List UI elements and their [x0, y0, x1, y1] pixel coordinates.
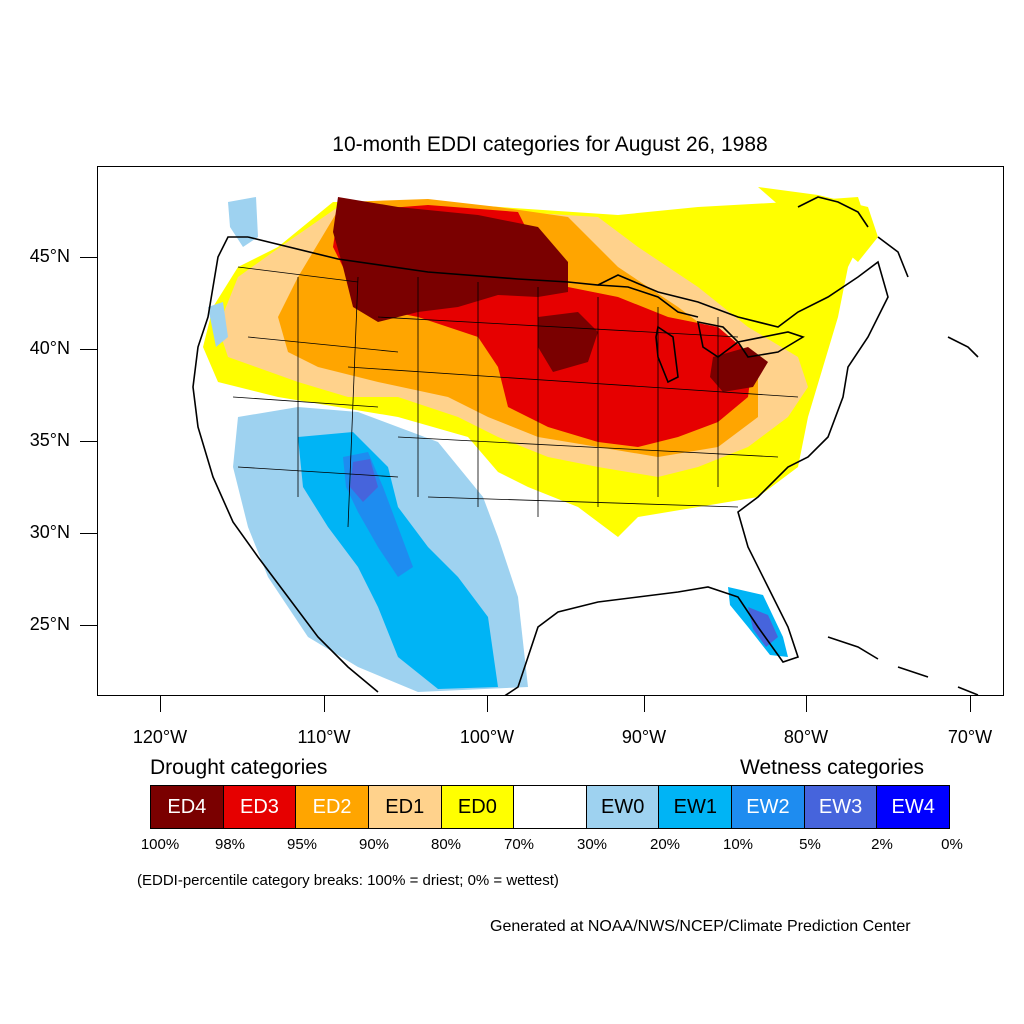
legend-cell-ed2: ED2 — [296, 786, 369, 828]
legend-label-ew1: EW1 — [673, 795, 717, 818]
lon-label-120: 120°W — [132, 727, 188, 747]
pct-label-20: 20% — [649, 836, 681, 853]
map-plot-area — [97, 166, 1004, 696]
lat-tick-30 — [80, 533, 97, 534]
lon-tick-120 — [160, 696, 161, 712]
ed4-patch-great-lakes — [710, 347, 768, 392]
credit-line: Generated at NOAA/NWS/NCEP/Climate Predi… — [490, 918, 911, 935]
lon-label-90: 90°W — [621, 727, 667, 747]
lon-label-110: 110°W — [297, 727, 351, 747]
pct-label-0: 0% — [941, 836, 963, 853]
legend-label-ew4: EW4 — [891, 795, 935, 818]
legend-label-ew0: EW0 — [600, 795, 645, 818]
canada-coast — [797, 196, 979, 358]
lon-tick-100 — [487, 696, 488, 712]
pct-label-70: 70% — [503, 836, 535, 853]
lat-label-25: 25°N — [29, 614, 70, 634]
pct-label-100: 100% — [140, 836, 180, 853]
legend-cell-neutral — [514, 786, 587, 828]
ew0-region-ca-coast — [208, 302, 228, 347]
legend-cell-ew2: EW2 — [732, 786, 805, 828]
lon-label-70: 70°W — [947, 727, 993, 747]
lon-tick-80 — [806, 696, 807, 712]
legend-label-ed0: ED0 — [457, 795, 497, 818]
legend-label-ed2: ED2 — [312, 795, 352, 818]
conus-outline — [192, 236, 889, 695]
ew0-region-pacific-nw — [228, 197, 258, 247]
legend-cell-ew1: EW1 — [659, 786, 733, 828]
ed0-region-canada-east — [758, 187, 878, 262]
lat-label-30: 30°N — [29, 522, 70, 542]
category-legend: ED4 ED3 ED2 ED1 ED0 EW0 EW1 EW2 EW3 EW4 — [150, 785, 950, 829]
eddi-map — [192, 187, 979, 695]
drought-heading: Drought categories — [150, 756, 328, 779]
ew3-region-southwest — [350, 459, 378, 502]
legend-label-ed1: ED1 — [385, 795, 425, 818]
legend-label-ew3: EW3 — [818, 795, 863, 818]
pct-label-2: 2% — [871, 836, 893, 853]
pct-label-5: 5% — [799, 836, 821, 853]
lat-tick-40 — [80, 349, 97, 350]
lon-label-80: 80°W — [783, 727, 829, 747]
boundaries — [192, 196, 979, 695]
state-lines — [232, 266, 799, 528]
ew3-region-florida — [748, 607, 778, 647]
legend-cell-ed4: ED4 — [151, 786, 224, 828]
ed4-region — [333, 197, 568, 322]
pct-label-10: 10% — [722, 836, 754, 853]
lat-label-40: 40°N — [29, 338, 70, 358]
legend-cell-ed1: ED1 — [368, 786, 442, 828]
lat-label-35: 35°N — [29, 430, 70, 450]
pct-label-80: 80% — [430, 836, 462, 853]
legend-label-ed4: ED4 — [167, 795, 207, 818]
category-fields — [193, 187, 898, 695]
lon-tick-110 — [324, 696, 325, 712]
caribbean-coast — [827, 636, 979, 695]
legend-cell-ew4: EW4 — [877, 786, 950, 828]
legend-cell-ed3: ED3 — [223, 786, 297, 828]
lon-label-100: 100°W — [459, 727, 515, 747]
pct-label-98: 98% — [214, 836, 246, 853]
pct-label-30: 30% — [576, 836, 608, 853]
legend-cell-ed0: ED0 — [441, 786, 515, 828]
legend-label-ew2: EW2 — [746, 795, 790, 818]
legend-label-ed3: ED3 — [240, 795, 279, 818]
lat-tick-25 — [80, 625, 97, 626]
legend-cell-ew3: EW3 — [804, 786, 878, 828]
lon-tick-70 — [970, 696, 971, 712]
lon-tick-90 — [644, 696, 645, 712]
pct-label-90: 90% — [358, 836, 390, 853]
wetness-heading: Wetness categories — [740, 756, 925, 779]
map-title: 10-month EDDI categories for August 26, … — [332, 133, 768, 156]
legend-cell-ew0: EW0 — [586, 786, 660, 828]
great-lakes — [597, 284, 805, 384]
category-note: (EDDI-percentile category breaks: 100% =… — [137, 872, 559, 889]
lat-tick-45 — [80, 257, 97, 258]
lat-tick-35 — [80, 441, 97, 442]
pct-label-95: 95% — [286, 836, 318, 853]
lat-label-45: 45°N — [29, 246, 70, 266]
